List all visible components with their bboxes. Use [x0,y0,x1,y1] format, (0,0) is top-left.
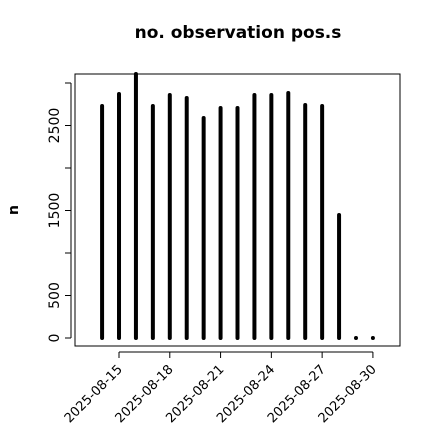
y-tick-label: 500 [47,282,63,309]
y-axis-label: n [6,205,22,215]
chart-title: no. observation pos.s [135,23,342,43]
plot-frame [74,73,401,347]
y-tick-label: 0 [47,334,63,343]
y-tick-label: 2500 [47,108,63,144]
y-tick-label: 1500 [47,193,63,229]
